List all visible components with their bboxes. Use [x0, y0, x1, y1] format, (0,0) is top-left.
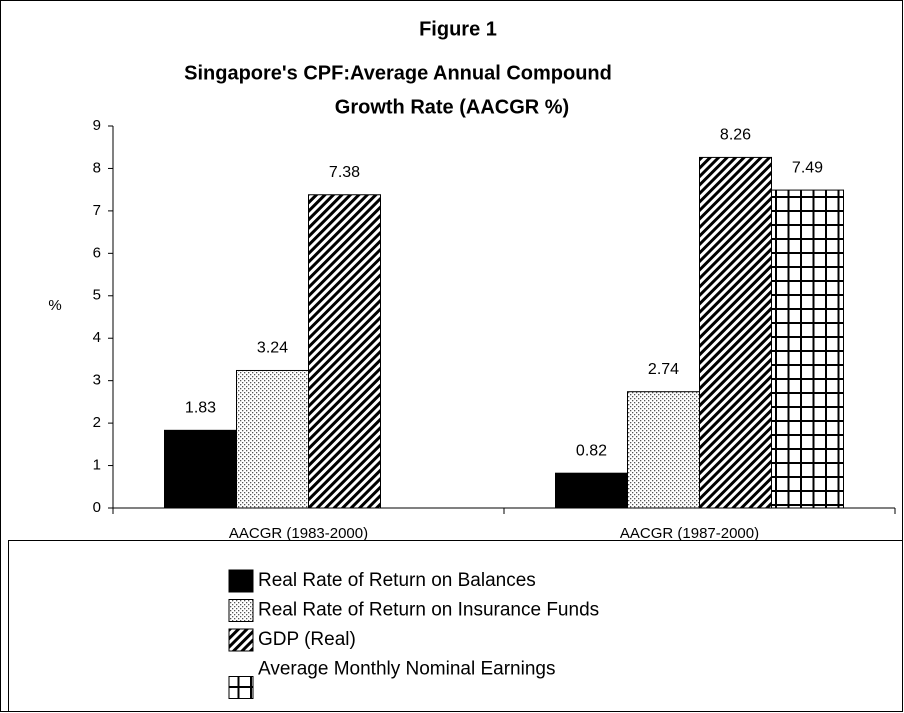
legend-swatch	[228, 569, 254, 593]
legend-swatch	[228, 676, 254, 699]
x-tick-label: AACGR (1983-2000)	[229, 525, 368, 542]
y-tick-label: 8	[93, 159, 101, 176]
y-tick-label: 9	[93, 117, 101, 134]
data-label: 0.82	[576, 442, 607, 459]
bar	[308, 194, 381, 509]
bar	[699, 156, 772, 509]
data-label: 3.24	[257, 340, 288, 357]
legend-label: Average Monthly Nominal Earnings	[258, 659, 555, 680]
bar	[164, 429, 237, 509]
y-axis-label: %	[48, 297, 61, 314]
bar	[627, 391, 700, 509]
y-tick-label: 2	[93, 414, 101, 431]
y-tick-label: 4	[93, 329, 101, 346]
legend-frame	[8, 540, 903, 712]
legend-swatch	[228, 628, 254, 652]
bar	[771, 189, 844, 509]
legend-label: GDP (Real)	[258, 629, 356, 650]
data-label: 1.83	[185, 400, 216, 417]
data-label: 2.74	[648, 361, 679, 378]
legend-label: Real Rate of Return on Insurance Funds	[258, 600, 599, 621]
data-label: 7.38	[329, 164, 360, 181]
chart-title: Figure 1	[419, 18, 497, 40]
y-tick-label: 7	[93, 202, 101, 219]
chart-subtitle: Singapore's CPF:Average Annual Compound	[184, 62, 612, 84]
legend-swatch	[228, 599, 254, 622]
x-tick-label: AACGR (1987-2000)	[620, 525, 759, 542]
y-tick-label: 0	[93, 499, 101, 516]
y-tick-label: 5	[93, 287, 101, 304]
chart-subtitle: Growth Rate (AACGR %)	[335, 96, 569, 118]
y-tick-label: 3	[93, 372, 101, 389]
bar	[236, 369, 309, 509]
bar	[555, 472, 628, 509]
data-label: 7.49	[792, 159, 823, 176]
legend-label: Real Rate of Return on Balances	[258, 570, 536, 591]
data-label: 8.26	[720, 127, 751, 144]
y-tick-label: 6	[93, 244, 101, 261]
y-tick-label: 1	[93, 457, 101, 474]
